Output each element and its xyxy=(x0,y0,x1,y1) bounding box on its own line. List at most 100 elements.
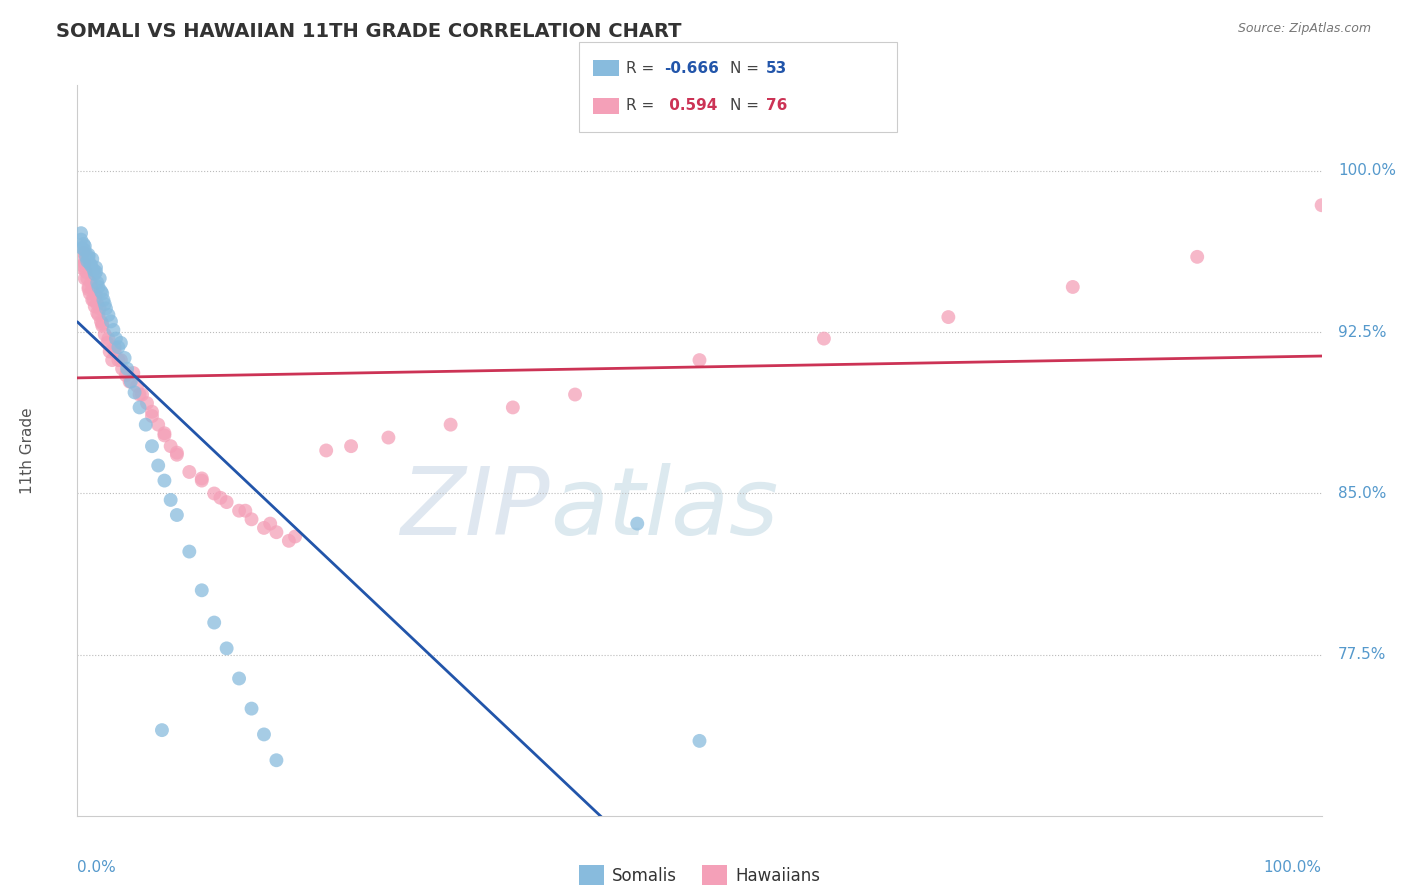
Point xyxy=(202,486,225,500)
Point xyxy=(101,353,124,368)
Point xyxy=(76,271,98,285)
Point xyxy=(93,293,115,307)
Point xyxy=(159,439,181,453)
Point xyxy=(100,314,122,328)
Text: 85.0%: 85.0% xyxy=(1339,486,1386,501)
Point xyxy=(82,252,104,266)
Point xyxy=(76,254,98,268)
Text: R =: R = xyxy=(626,61,659,76)
Point xyxy=(72,259,94,273)
Point xyxy=(228,672,250,686)
Point xyxy=(111,361,134,376)
Point xyxy=(128,387,150,401)
Point xyxy=(191,474,214,488)
Point xyxy=(215,495,238,509)
Point xyxy=(72,236,94,251)
Point xyxy=(240,512,263,526)
Point xyxy=(124,385,146,400)
Point xyxy=(84,288,107,302)
Text: atlas: atlas xyxy=(550,464,779,555)
Point xyxy=(202,615,225,630)
Point xyxy=(91,286,114,301)
Point xyxy=(564,387,586,401)
Point xyxy=(159,492,181,507)
Point xyxy=(75,265,97,279)
Point xyxy=(94,301,117,316)
Point xyxy=(115,368,138,383)
Point xyxy=(84,260,107,275)
Point xyxy=(1310,198,1333,212)
Point xyxy=(83,299,105,313)
Text: 11th Grade: 11th Grade xyxy=(20,407,35,494)
Point xyxy=(73,271,96,285)
Point xyxy=(107,340,129,354)
Point xyxy=(689,353,711,368)
Point xyxy=(626,516,648,531)
Point xyxy=(89,271,111,285)
Point xyxy=(90,314,112,328)
Text: 0.594: 0.594 xyxy=(664,98,717,113)
Text: 100.0%: 100.0% xyxy=(1264,860,1322,875)
Point xyxy=(79,256,101,270)
Point xyxy=(83,267,105,281)
Text: 92.5%: 92.5% xyxy=(1339,325,1386,340)
Point xyxy=(150,723,173,738)
Point xyxy=(115,361,138,376)
Point xyxy=(82,293,104,307)
Point xyxy=(148,458,170,473)
Point xyxy=(77,250,100,264)
Point xyxy=(209,491,232,505)
Text: -0.666: -0.666 xyxy=(664,61,718,76)
Point xyxy=(79,286,101,301)
Point xyxy=(73,239,96,253)
Text: Source: ZipAtlas.com: Source: ZipAtlas.com xyxy=(1237,22,1371,36)
Point xyxy=(813,332,835,346)
Point xyxy=(70,260,93,275)
Text: 77.5%: 77.5% xyxy=(1339,648,1386,663)
Point xyxy=(77,282,100,296)
Point xyxy=(191,471,214,485)
Point xyxy=(128,401,150,415)
Point xyxy=(114,351,136,365)
Point xyxy=(96,335,118,350)
Point xyxy=(110,353,132,368)
Point xyxy=(80,276,103,290)
Point xyxy=(689,734,711,748)
Point xyxy=(87,308,110,322)
Point xyxy=(440,417,463,432)
Point xyxy=(86,276,108,290)
Point xyxy=(148,417,170,432)
Point xyxy=(259,516,281,531)
Point xyxy=(118,375,141,389)
Point xyxy=(93,327,115,342)
Point xyxy=(215,641,238,656)
Point xyxy=(233,504,256,518)
Point xyxy=(77,280,100,294)
Point xyxy=(153,474,176,488)
Point xyxy=(153,426,176,441)
Point xyxy=(502,401,524,415)
Point xyxy=(86,297,108,311)
Point xyxy=(266,753,288,767)
Point xyxy=(110,335,132,350)
Point xyxy=(83,293,105,307)
Point xyxy=(240,701,263,715)
Point xyxy=(91,318,114,333)
Point xyxy=(93,297,115,311)
Point xyxy=(1187,250,1209,264)
Point xyxy=(82,282,104,296)
Legend: Somalis, Hawaiians: Somalis, Hawaiians xyxy=(572,858,827,892)
Point xyxy=(1062,280,1084,294)
Text: 0.0%: 0.0% xyxy=(77,860,117,875)
Point xyxy=(277,533,299,548)
Point xyxy=(340,439,363,453)
Point xyxy=(120,375,142,389)
Point xyxy=(97,332,120,346)
Text: N =: N = xyxy=(730,98,763,113)
Point xyxy=(80,259,103,273)
Point xyxy=(77,248,100,262)
Point xyxy=(73,256,96,270)
Point xyxy=(135,417,157,432)
Point xyxy=(166,448,188,462)
Point xyxy=(266,525,288,540)
